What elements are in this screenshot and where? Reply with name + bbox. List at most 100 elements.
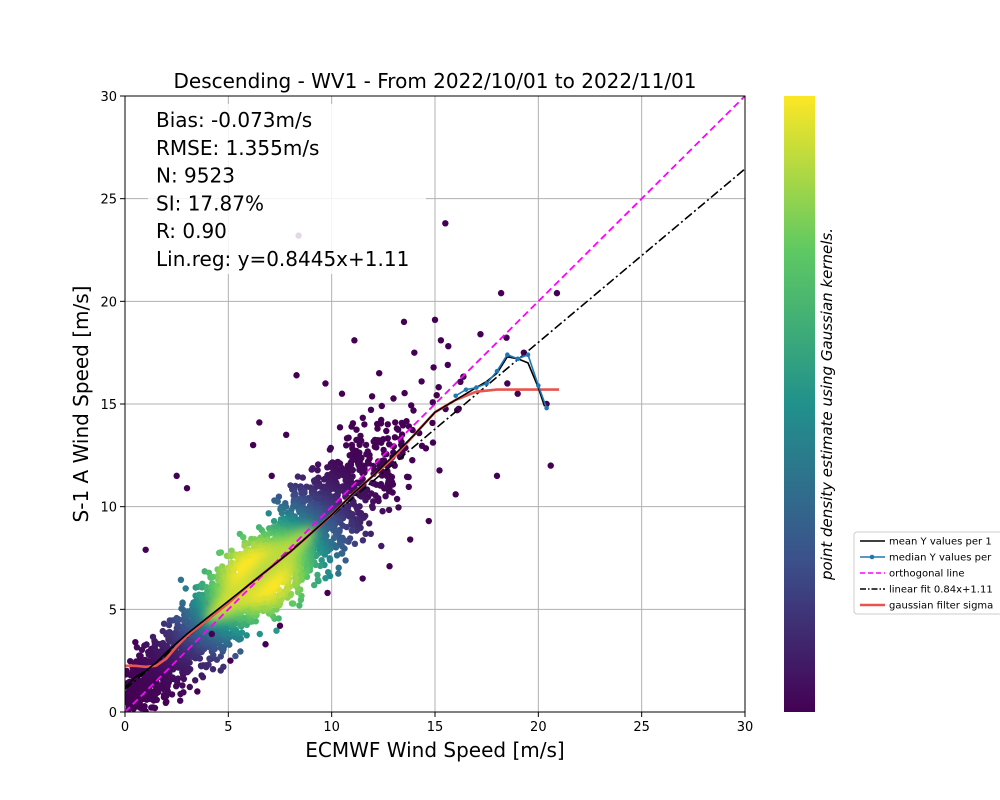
density-point bbox=[336, 424, 344, 431]
legend-entry-label: orthogonal line bbox=[889, 569, 965, 580]
density-point bbox=[137, 652, 144, 660]
density-point bbox=[174, 675, 182, 682]
scatter-points bbox=[132, 220, 561, 705]
stats-line: N: 9523 bbox=[156, 164, 235, 188]
density-point bbox=[395, 504, 402, 511]
median-line bbox=[455, 353, 548, 409]
density-point bbox=[353, 426, 360, 433]
density-point bbox=[433, 392, 440, 399]
x-tick-label: 30 bbox=[737, 720, 754, 735]
median-marker bbox=[474, 385, 479, 390]
stats-line: SI: 17.87% bbox=[156, 191, 264, 215]
median-marker bbox=[484, 381, 489, 386]
density-point bbox=[160, 620, 168, 627]
scatter-point bbox=[351, 337, 358, 344]
density-point bbox=[364, 460, 371, 467]
density-point bbox=[209, 573, 217, 581]
density-point bbox=[366, 520, 373, 527]
density-point bbox=[378, 542, 385, 550]
density-point bbox=[261, 604, 268, 611]
density-point bbox=[205, 661, 212, 668]
density-point bbox=[165, 621, 173, 629]
scatter-point bbox=[411, 349, 418, 356]
scatter-point bbox=[477, 330, 484, 338]
scatter-point bbox=[493, 472, 501, 480]
density-point bbox=[370, 498, 377, 505]
density-point bbox=[240, 534, 247, 541]
scatter-point bbox=[553, 289, 561, 297]
density-point bbox=[335, 570, 342, 577]
scatter-point bbox=[283, 431, 290, 438]
density-point bbox=[385, 488, 393, 495]
density-point bbox=[371, 443, 378, 450]
x-axis-label: ECMWF Wind Speed [m/s] bbox=[305, 738, 564, 762]
density-point bbox=[386, 441, 393, 448]
density-point bbox=[180, 689, 187, 696]
density-point bbox=[369, 479, 376, 487]
scatter-point bbox=[268, 472, 275, 480]
density-point bbox=[320, 476, 328, 483]
density-point bbox=[179, 682, 186, 689]
density-point bbox=[396, 453, 404, 460]
stats-line: R: 0.90 bbox=[156, 219, 227, 243]
colorbar-label: point density estimate using Gaussian ke… bbox=[818, 228, 836, 581]
x-tick-label: 25 bbox=[633, 720, 650, 735]
density-point bbox=[326, 557, 334, 564]
density-point bbox=[270, 517, 278, 525]
scatter-point bbox=[338, 390, 346, 397]
density-point bbox=[296, 602, 303, 609]
density-point bbox=[336, 540, 344, 547]
density-point bbox=[359, 537, 367, 544]
density-point bbox=[418, 442, 426, 449]
legend-frame bbox=[853, 531, 1000, 615]
density-point bbox=[379, 508, 386, 515]
median-marker bbox=[453, 393, 458, 399]
density-point bbox=[390, 395, 397, 402]
scatter-point bbox=[262, 641, 269, 648]
legend-entry-label: linear fit 0.84x+1.11 bbox=[889, 585, 993, 596]
density-point bbox=[220, 663, 227, 670]
scatter-point bbox=[227, 657, 234, 664]
scatter-point bbox=[173, 472, 180, 480]
density-point bbox=[256, 630, 263, 638]
scatter-point bbox=[407, 536, 414, 543]
median-marker bbox=[505, 352, 510, 358]
scatter-point bbox=[547, 462, 554, 469]
stats-line: Bias: -0.073m/s bbox=[156, 108, 312, 132]
scatter-point bbox=[442, 220, 449, 227]
density-point bbox=[275, 493, 283, 500]
density-point bbox=[326, 446, 334, 453]
density-point bbox=[356, 441, 363, 448]
density-point bbox=[241, 542, 248, 549]
density-point bbox=[444, 361, 451, 369]
density-point bbox=[177, 576, 185, 583]
median-marker bbox=[544, 405, 549, 411]
density-point bbox=[375, 497, 382, 505]
stats-box: Bias: -0.073m/s RMSE: 1.355m/s N: 9523 SI: … bbox=[148, 104, 426, 274]
median-marker bbox=[536, 383, 541, 388]
scatter-point bbox=[452, 491, 459, 498]
density-point bbox=[457, 378, 464, 385]
y-axis-label: S-1 A Wind Speed [m/s] bbox=[69, 286, 93, 523]
scatter-point bbox=[249, 441, 257, 449]
density-point bbox=[298, 490, 306, 497]
density-point bbox=[274, 498, 281, 505]
colorbar bbox=[784, 96, 815, 712]
x-tick-label: 15 bbox=[427, 720, 444, 735]
density-point bbox=[179, 599, 186, 606]
scatter-point bbox=[400, 318, 408, 326]
legend-entry-label: median Y values per bbox=[889, 553, 992, 564]
density-point bbox=[399, 422, 407, 429]
density-point bbox=[346, 452, 353, 459]
density-point bbox=[294, 473, 302, 480]
density-point bbox=[252, 618, 259, 625]
density-point bbox=[318, 557, 325, 564]
density-point bbox=[403, 473, 411, 480]
density-point bbox=[362, 497, 369, 504]
chart-title: Descending - WV1 - From 2022/10/01 to 20… bbox=[173, 69, 696, 93]
density-point bbox=[182, 585, 189, 592]
density-point bbox=[314, 576, 322, 584]
scatter-point bbox=[163, 698, 170, 705]
density-point bbox=[175, 616, 182, 623]
legend-marker bbox=[869, 554, 875, 560]
